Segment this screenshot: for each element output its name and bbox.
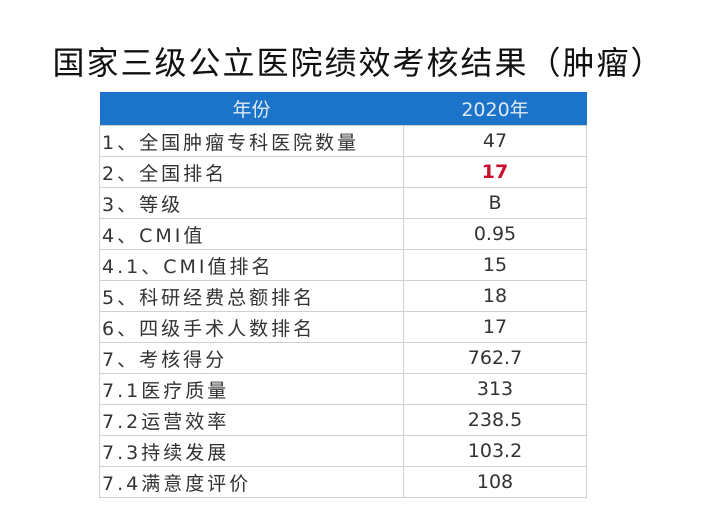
header-2020: 2020年 — [403, 92, 587, 126]
table-row: 5、科研经费总额排名 18 — [99, 280, 587, 312]
table-row: 6、四级手术人数排名 17 — [99, 311, 587, 343]
row-value: 108 — [403, 466, 587, 498]
row-label: 7.2运营效率 — [99, 404, 404, 436]
row-label: 4、CMI值 — [99, 218, 404, 250]
table-header: 年份 2020年 — [99, 92, 587, 126]
row-label: 4.1、CMI值排名 — [99, 249, 404, 281]
row-label: 3、等级 — [99, 187, 404, 219]
row-label: 7.1医疗质量 — [99, 373, 404, 405]
table-row: 4.1、CMI值排名 15 — [99, 249, 587, 281]
page-title: 国家三级公立医院绩效考核结果（肿瘤） — [52, 44, 665, 82]
table-row: 7、考核得分 762.7 — [99, 342, 587, 374]
row-value: 17 — [403, 156, 587, 188]
row-label: 7.4满意度评价 — [99, 466, 404, 498]
results-table: 年份 2020年 1、全国肿瘤专科医院数量 47 2、全国排名 17 3、等级 B 4、CM… — [99, 92, 587, 498]
row-label: 2、全国排名 — [99, 156, 404, 188]
row-value: B — [403, 187, 587, 219]
row-value: 238.5 — [403, 404, 587, 436]
row-label: 7、考核得分 — [99, 342, 404, 374]
row-value: 47 — [403, 125, 587, 157]
header-year: 年份 — [99, 92, 404, 126]
table-row: 2、全国排名 17 — [99, 156, 587, 188]
table-row: 7.1医疗质量 313 — [99, 373, 587, 405]
table-row: 7.3持续发展 103.2 — [99, 435, 587, 467]
row-value: 18 — [403, 280, 587, 312]
table-row: 7.2运营效率 238.5 — [99, 404, 587, 436]
row-value: 0.95 — [403, 218, 587, 250]
row-label: 1、全国肿瘤专科医院数量 — [99, 125, 404, 157]
row-value: 313 — [403, 373, 587, 405]
row-value: 17 — [403, 311, 587, 343]
row-value: 103.2 — [403, 435, 587, 467]
row-label: 6、四级手术人数排名 — [99, 311, 404, 343]
row-value: 15 — [403, 249, 587, 281]
row-label: 7.3持续发展 — [99, 435, 404, 467]
table-row: 4、CMI值 0.95 — [99, 218, 587, 250]
row-label: 5、科研经费总额排名 — [99, 280, 404, 312]
row-value: 762.7 — [403, 342, 587, 374]
table-row: 3、等级 B — [99, 187, 587, 219]
table-row: 1、全国肿瘤专科医院数量 47 — [99, 125, 587, 157]
table-row: 7.4满意度评价 108 — [99, 466, 587, 498]
